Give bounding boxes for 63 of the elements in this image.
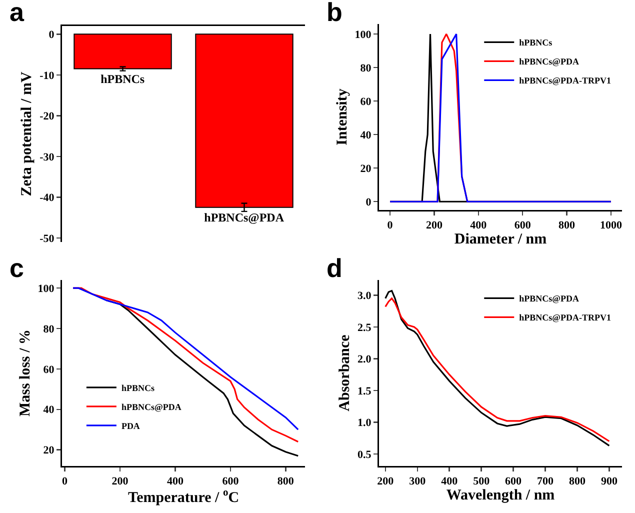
y-tick-label: 0 [366,196,372,208]
x-tick-label: 200 [377,476,394,488]
y-tick-label: 3.0 [358,290,372,302]
legend-label: hPBNCs [121,382,155,393]
y-tick-label: 20 [43,444,55,457]
x-tick-label: 600 [222,476,240,488]
x-tick-label: 400 [166,476,184,488]
x-axis-title: Diameter / nm [454,232,548,248]
x-axis-title: Wavelength / nm [446,488,556,504]
x-tick-label: 0 [387,220,394,232]
x-tick-label: 500 [473,476,490,488]
y-tick-label: 0 [48,29,55,41]
x-tick-label: 400 [441,476,458,488]
y-tick-label: 1.0 [358,417,372,430]
chart-title: b [326,0,342,27]
legend-label: hPBNCs@PDA [519,56,580,67]
y-tick-label: 100 [354,28,372,41]
x-tick-label: 800 [568,476,586,488]
y-tick-label: 60 [360,96,372,108]
y-axis-title: Intensity [334,88,350,146]
chart-title: d [326,252,342,283]
y-tick-label: 2.5 [358,322,372,334]
x-tick-label: 800 [558,220,576,232]
y-axis-title: Absorbance [337,334,354,412]
y-tick-label: 0.5 [358,448,372,461]
y-tick-label: 60 [43,364,55,376]
x-tick-label: 600 [505,476,522,488]
y-tick-label: 80 [360,62,372,74]
legend-label: hPBNCs@PDA [121,402,182,412]
x-tick-label: 700 [537,476,554,488]
y-tick-label: -40 [40,192,55,204]
x-tick-label: 800 [277,476,294,488]
legend-label: PDA [121,420,140,431]
y-tick-label: -10 [40,70,55,82]
x-tick-label: 200 [112,476,129,488]
y-tick-label: 100 [38,282,55,295]
legend-label: hPBNCs@PDA [519,294,580,304]
y-tick-label: 1.5 [358,385,372,398]
y-axis-title: Mass loss / % [17,329,34,417]
x-tick-label: 400 [470,220,488,232]
legend-label: hPBNCs [519,38,553,48]
y-tick-label: 2.0 [358,354,372,366]
x-tick-label: 1000 [600,220,622,232]
y-tick-label: 40 [43,404,55,416]
x-tick-label: 200 [426,220,443,232]
y-axis-title: Zeta potential / mV [19,72,36,196]
x-tick-label: 900 [600,476,618,488]
y-tick-label: 80 [43,323,55,336]
y-tick-label: 40 [360,129,372,142]
x-axis-title: Temperature / $^{o}$C [128,488,240,506]
chart-title: c [10,252,24,283]
line-series [389,33,612,202]
legend-label: hPBNCs@PDA-TRPV1 [519,312,612,323]
x-tick-label: hPBNCs@PDA [204,210,284,224]
y-tick-label: -30 [40,151,55,164]
legend-label: hPBNCs@PDA-TRPV1 [519,76,612,86]
x-tick-label: 0 [62,476,68,488]
chart-title: a [10,0,25,27]
y-tick-label: -50 [40,232,55,245]
x-tick-label: 600 [514,220,532,232]
y-tick-label: 20 [360,162,372,175]
y-tick-label: -20 [40,110,55,123]
x-tick-label: 300 [409,476,426,488]
